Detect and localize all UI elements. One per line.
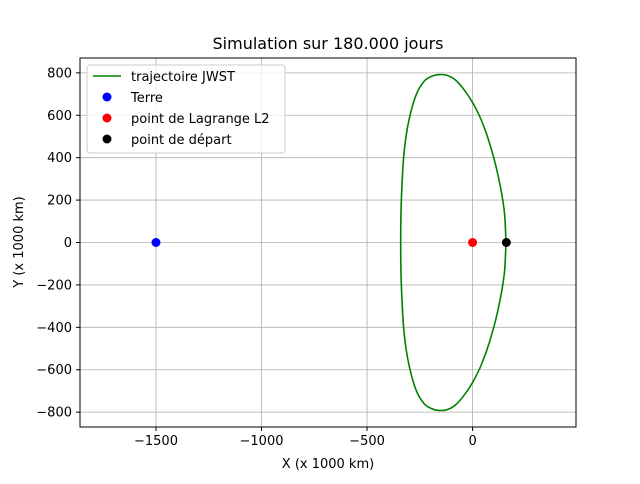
y-tick-label: 600 bbox=[47, 109, 72, 124]
y-tick-label: −200 bbox=[36, 278, 72, 293]
trajectory-line bbox=[399, 73, 507, 412]
legend-marker-l2 bbox=[102, 113, 112, 123]
x-tick-label: −1000 bbox=[240, 434, 284, 449]
chart-title: Simulation sur 180.000 jours bbox=[213, 34, 444, 53]
y-tick-label: −800 bbox=[36, 406, 72, 421]
earth-point bbox=[151, 238, 161, 247]
y-tick-label: 200 bbox=[47, 194, 72, 209]
x-axis-label: X (x 1000 km) bbox=[282, 457, 374, 472]
legend-label-start: point de départ bbox=[131, 133, 232, 148]
y-tick-label: −400 bbox=[36, 321, 72, 336]
legend-marker-earth bbox=[102, 92, 112, 102]
x-tick-label: −1500 bbox=[134, 434, 178, 449]
legend-label-earth: Terre bbox=[130, 91, 163, 106]
lagrange-l2-point bbox=[468, 238, 478, 247]
legend-label-l2: point de Lagrange L2 bbox=[131, 112, 270, 127]
legend-label-trajectory: trajectoire JWST bbox=[131, 70, 235, 85]
y-tick-label: −600 bbox=[36, 363, 72, 378]
plot-series bbox=[151, 73, 511, 412]
legend: trajectoire JWST Terre point de Lagrange… bbox=[86, 64, 286, 154]
start-point bbox=[501, 238, 511, 247]
axis-ticks: −1500 −1000 −500 0 −800 −600 −400 −200 0 200 400 60… bbox=[36, 66, 476, 449]
y-axis-label: Y (x 1000 km) bbox=[12, 196, 27, 288]
legend-box bbox=[86, 64, 286, 154]
x-tick-label: 0 bbox=[468, 434, 476, 449]
x-tick-label: −500 bbox=[349, 434, 385, 449]
y-tick-label: 800 bbox=[47, 66, 72, 81]
y-tick-label: 400 bbox=[47, 151, 72, 166]
legend-marker-start bbox=[102, 134, 112, 144]
y-tick-label: 0 bbox=[64, 236, 72, 251]
